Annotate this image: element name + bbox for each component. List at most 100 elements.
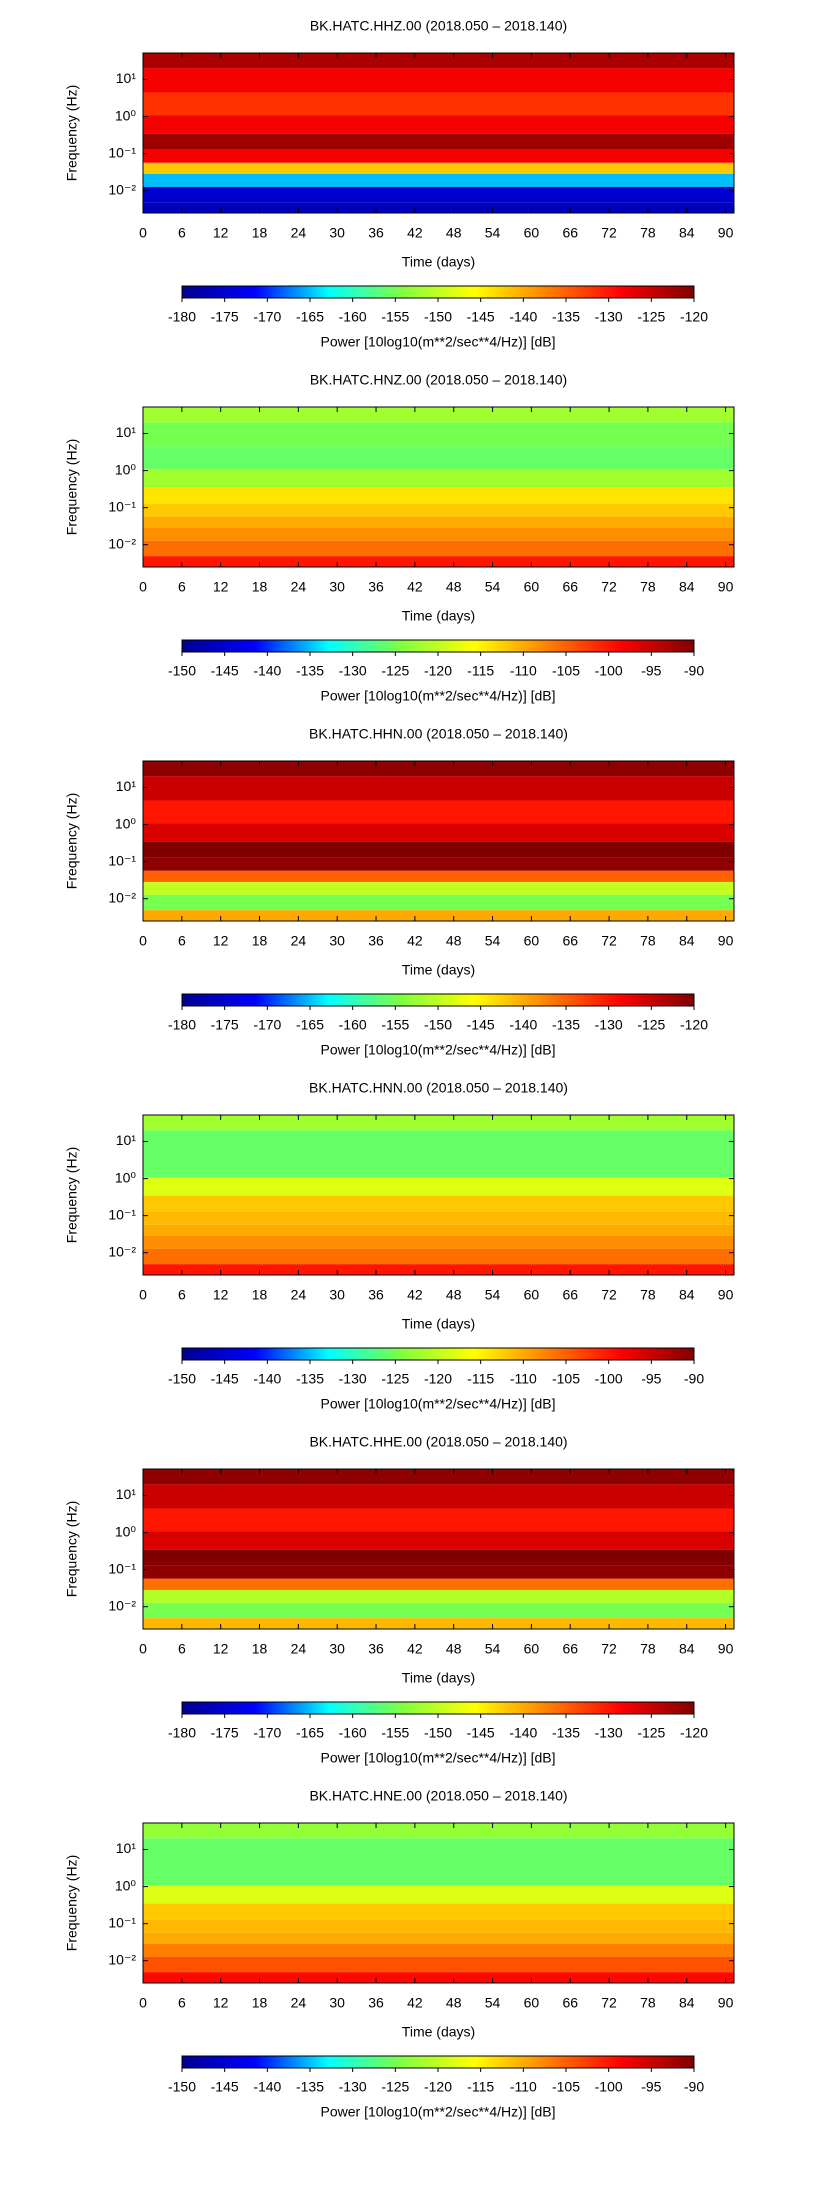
heatmap-cell xyxy=(143,1919,734,1933)
heatmap-cell xyxy=(143,422,734,447)
x-tick-label: 72 xyxy=(601,1995,617,2011)
colorbar xyxy=(181,1701,695,1715)
colorbar-tick-label: -110 xyxy=(510,2079,537,2095)
y-tick-label: 10⁻² xyxy=(108,889,136,905)
x-tick-label: 60 xyxy=(524,579,540,595)
colorbar xyxy=(181,2055,695,2069)
plot-frame xyxy=(142,52,735,214)
x-tick-label: 24 xyxy=(291,579,307,595)
x-tick-label: 54 xyxy=(485,1995,501,2011)
heatmap-cell xyxy=(143,1838,734,1863)
colorbar-tick-label: -115 xyxy=(467,1371,494,1387)
x-tick-label: 12 xyxy=(213,933,229,949)
colorbar-tick-label: -170 xyxy=(253,309,281,325)
heatmap-cell xyxy=(143,1154,734,1178)
y-tick-label: 10⁻¹ xyxy=(108,1914,136,1930)
colorbar-tick-label: -145 xyxy=(211,663,239,679)
x-tick-label: 0 xyxy=(139,1641,147,1657)
colorbar-tick-label: -135 xyxy=(552,1017,580,1033)
x-tick-label: 78 xyxy=(640,579,656,595)
heatmap-cell xyxy=(143,92,734,116)
y-tick-label: 10⁻¹ xyxy=(108,498,136,514)
colorbar-tick-label: -150 xyxy=(424,1725,452,1741)
heatmap-cell xyxy=(143,1618,734,1629)
x-tick-label: 54 xyxy=(485,225,501,241)
x-tick-label: 90 xyxy=(718,1995,734,2011)
colorbar-tick-label: -130 xyxy=(595,1725,623,1741)
x-tick-label: 36 xyxy=(368,1995,384,2011)
heatmap-cell xyxy=(143,823,734,842)
x-tick-label: 90 xyxy=(718,1287,734,1303)
heatmap-cell xyxy=(143,556,734,567)
heatmap-cell xyxy=(143,115,734,134)
x-tick-label: 66 xyxy=(562,933,578,949)
x-tick-label: 90 xyxy=(718,1641,734,1657)
colorbar-tick-label: -145 xyxy=(211,1371,239,1387)
x-tick-label: 24 xyxy=(291,1641,307,1657)
colorbar-tick-label: -140 xyxy=(253,1371,281,1387)
x-tick-label: 90 xyxy=(718,933,734,949)
colorbar-tick-label: -135 xyxy=(296,2079,324,2095)
colorbar-tick-label: -155 xyxy=(381,1017,409,1033)
colorbar-tick-label: -130 xyxy=(339,663,367,679)
x-tick-label: 6 xyxy=(178,1995,186,2011)
colorbar-tick-label: -135 xyxy=(552,1725,580,1741)
x-tick-label: 30 xyxy=(329,225,345,241)
colorbar-tick-label: -175 xyxy=(211,1725,239,1741)
heatmap-cell xyxy=(143,1972,734,1983)
colorbar-tick-label: -130 xyxy=(339,2079,367,2095)
y-axis-label: Frequency (Hz) xyxy=(64,1855,80,1951)
heatmap-cell xyxy=(143,1956,734,1973)
chart-title: BK.HATC.HHN.00 (2018.050 – 2018.140) xyxy=(309,726,568,742)
colorbar xyxy=(181,1347,695,1361)
plot-frame xyxy=(142,1468,735,1630)
colorbar-tick-label: -115 xyxy=(467,2079,494,2095)
heatmap-cell xyxy=(143,881,734,895)
x-tick-label: 54 xyxy=(485,933,501,949)
y-tick-label: 10¹ xyxy=(116,1840,137,1856)
y-tick-label: 10⁻¹ xyxy=(108,852,136,868)
heatmap-cell xyxy=(143,162,734,174)
colorbar xyxy=(181,285,695,299)
x-tick-label: 12 xyxy=(213,225,229,241)
y-tick-label: 10⁻¹ xyxy=(108,1206,136,1222)
colorbar-tick-label: -180 xyxy=(168,1725,196,1741)
x-tick-label: 6 xyxy=(178,225,186,241)
x-tick-label: 42 xyxy=(407,579,423,595)
y-axis-label: Frequency (Hz) xyxy=(64,1501,80,1597)
colorbar-tick-label: -100 xyxy=(595,1371,623,1387)
heatmap-cell xyxy=(143,1932,734,1944)
heatmap-cell xyxy=(143,527,734,541)
colorbar-tick-label: -110 xyxy=(510,1371,537,1387)
colorbar-tick-label: -90 xyxy=(684,1371,704,1387)
x-tick-label: 6 xyxy=(178,1287,186,1303)
x-tick-label: 6 xyxy=(178,1641,186,1657)
colorbar-tick-label: -175 xyxy=(211,1017,239,1033)
x-tick-label: 24 xyxy=(291,225,307,241)
heatmap-cell xyxy=(143,1943,734,1957)
heatmap-cell xyxy=(143,407,734,423)
colorbar xyxy=(181,993,695,1007)
heatmap-cell xyxy=(143,1211,734,1225)
colorbar-tick-label: -150 xyxy=(168,2079,196,2095)
chart-title: BK.HATC.HNE.00 (2018.050 – 2018.140) xyxy=(309,1788,567,1804)
plot-frame xyxy=(142,1822,735,1984)
x-tick-label: 78 xyxy=(640,1287,656,1303)
x-tick-label: 36 xyxy=(368,225,384,241)
colorbar-tick-label: -125 xyxy=(637,1017,665,1033)
plot-frame xyxy=(142,406,735,568)
heatmap-cell xyxy=(143,202,734,213)
colorbar-tick-label: -165 xyxy=(296,1725,324,1741)
colorbar-tick-label: -110 xyxy=(510,663,537,679)
colorbar-tick-label: -105 xyxy=(552,1371,580,1387)
x-axis-label: Time (days) xyxy=(402,2024,475,2040)
x-tick-label: 6 xyxy=(178,579,186,595)
heatmap-cell xyxy=(143,1589,734,1603)
x-tick-label: 18 xyxy=(252,225,268,241)
colorbar-tick-label: -170 xyxy=(253,1017,281,1033)
x-tick-label: 12 xyxy=(213,579,229,595)
x-tick-label: 78 xyxy=(640,933,656,949)
heatmap-cell xyxy=(143,1469,734,1485)
heatmap-cell xyxy=(143,1565,734,1579)
x-tick-label: 18 xyxy=(252,933,268,949)
